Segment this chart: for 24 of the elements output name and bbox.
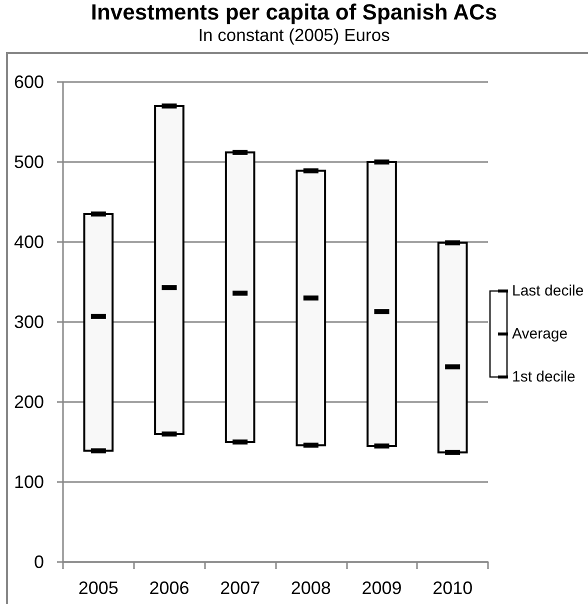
- bar: [83, 213, 114, 452]
- y-tick-label: 500: [14, 152, 44, 172]
- x-tick-label: 2008: [290, 578, 331, 598]
- x-tick-label: 2005: [78, 578, 118, 598]
- bar: [296, 170, 326, 446]
- y-tick-label: 300: [14, 312, 44, 332]
- x-tick-label: 2007: [220, 578, 260, 598]
- x-tick-label: 2009: [362, 578, 402, 598]
- y-tick-label: 0: [34, 552, 44, 572]
- y-tick-label: 100: [14, 472, 44, 492]
- chart-title: Investments per capita of Spanish ACs: [90, 0, 498, 24]
- y-tick-label: 400: [14, 232, 44, 252]
- bar: [366, 161, 397, 447]
- x-tick-label: 2006: [149, 578, 190, 598]
- y-tick-label: 200: [14, 392, 44, 412]
- y-tick-label: 600: [14, 72, 44, 92]
- bar: [154, 105, 184, 435]
- legend-label: Average: [512, 326, 568, 342]
- legend-label: 1st decile: [512, 368, 576, 386]
- bar: [437, 242, 468, 454]
- legend-label: Last decile: [512, 282, 584, 300]
- bar: [224, 151, 256, 443]
- chart-subtitle: In constant (2005) Euros: [198, 25, 390, 45]
- x-tick-label: 2010: [432, 578, 473, 598]
